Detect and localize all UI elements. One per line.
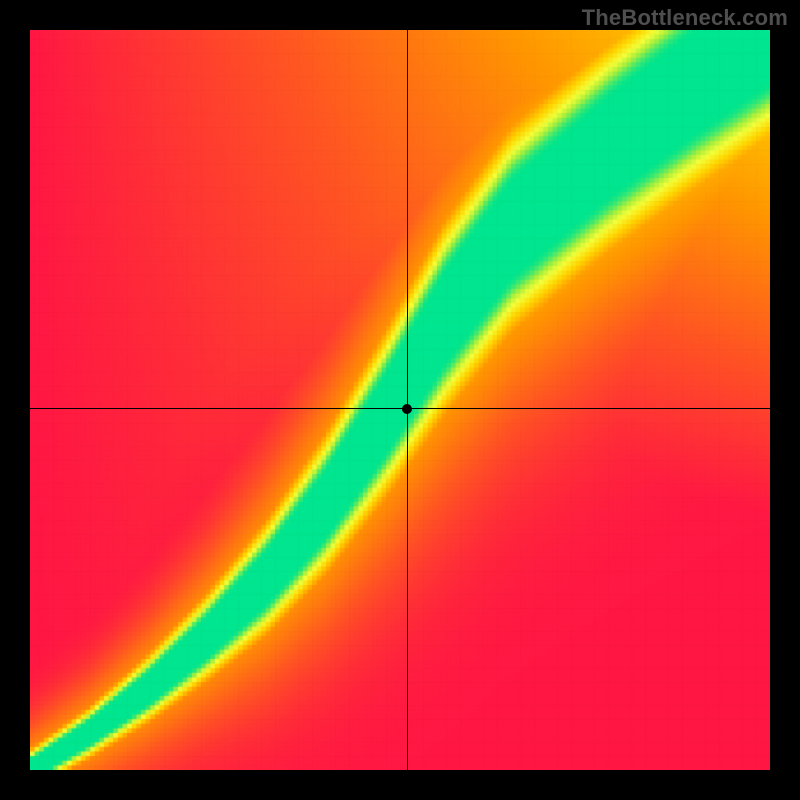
- crosshair-vertical-line: [407, 30, 408, 770]
- watermark-text: TheBottleneck.com: [582, 5, 788, 31]
- crosshair-horizontal-line: [30, 408, 770, 409]
- bottleneck-heatmap: [30, 30, 770, 770]
